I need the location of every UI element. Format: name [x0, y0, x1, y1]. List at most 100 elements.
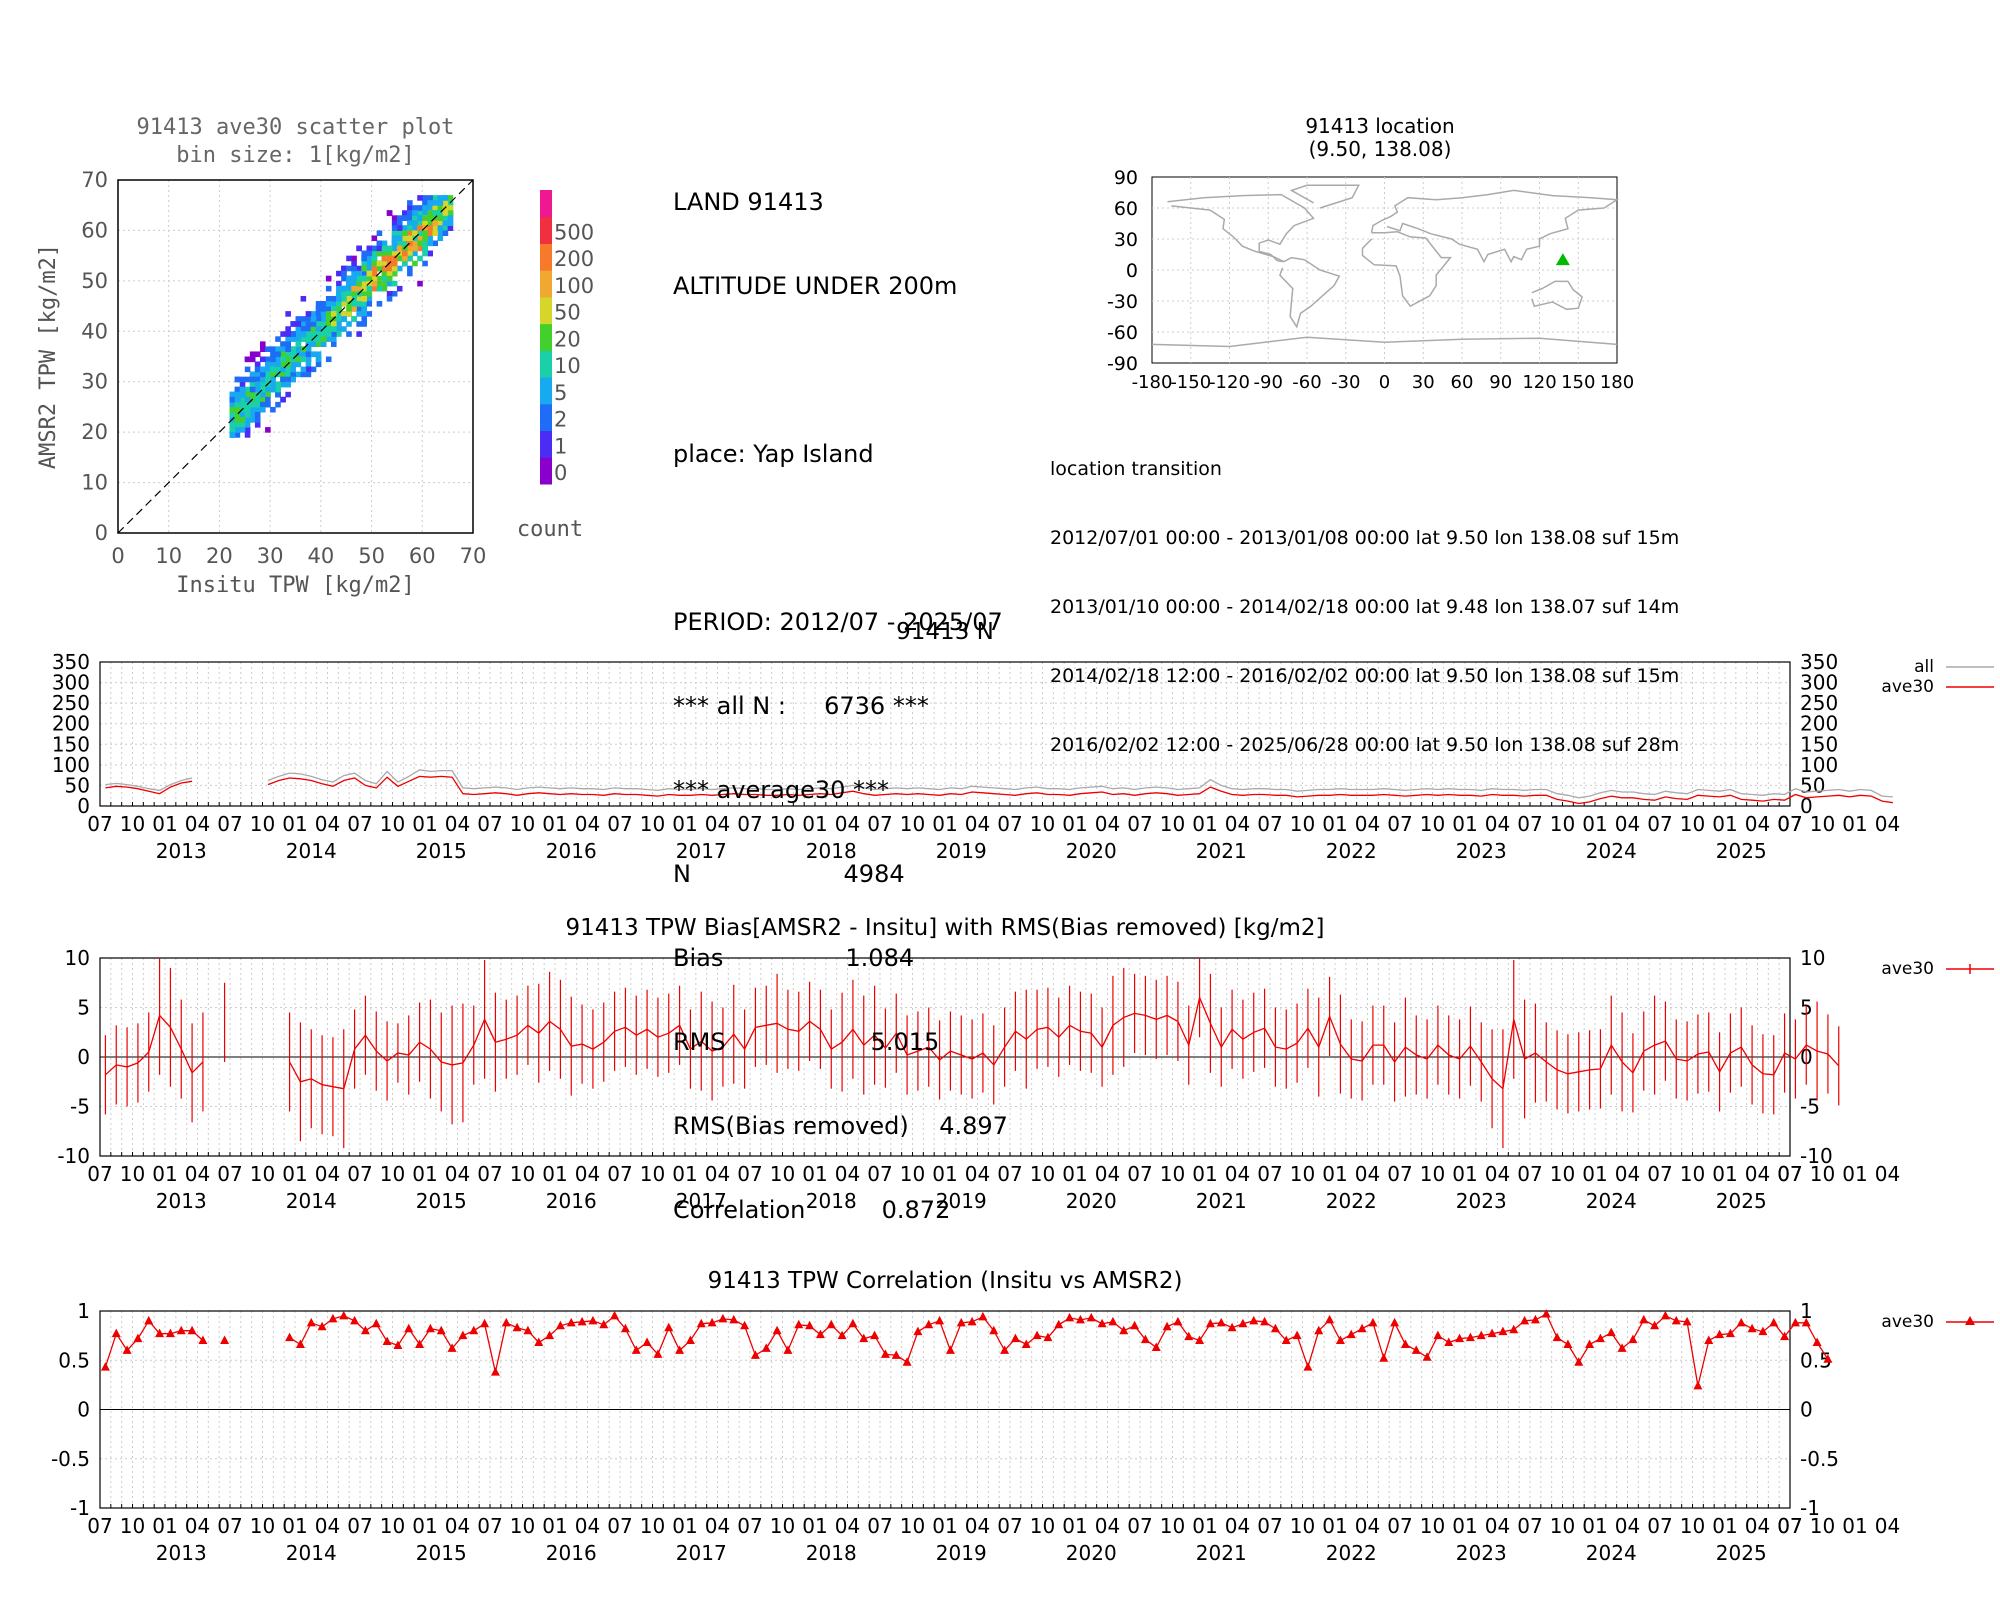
month-tick-label: 10 [1420, 1162, 1445, 1186]
scatter-bin [407, 230, 413, 236]
map-lon-tick-label: -60 [1292, 372, 1321, 393]
month-tick-label: 01 [1582, 1162, 1607, 1186]
scatter-bin [351, 260, 357, 267]
month-tick-label: 10 [900, 1162, 925, 1186]
correlation-point [1650, 1320, 1660, 1330]
scatter-bin [249, 386, 256, 393]
correlation-point [1715, 1329, 1725, 1339]
scatter-bin [417, 280, 423, 287]
year-tick-label: 2024 [1586, 1189, 1637, 1213]
scatter-bin [361, 280, 367, 287]
correlation-point [1400, 1339, 1410, 1348]
scatter-frame [117, 179, 474, 534]
correlation-point [1162, 1321, 1172, 1331]
map-coastline [1167, 193, 1315, 263]
info-line: *** all N : 6736 *** [673, 692, 929, 720]
scatter-bin [280, 341, 286, 347]
correlation-point [1563, 1339, 1573, 1348]
correlation-point [1216, 1317, 1226, 1327]
colorbar-swatch [540, 216, 552, 244]
scatter-bin [427, 210, 433, 216]
scatter-bin [275, 336, 281, 342]
month-tick-label: 07 [1647, 1162, 1672, 1186]
correlation-point [1184, 1331, 1194, 1341]
year-tick-label: 2025 [1716, 1541, 1767, 1565]
correlation-point [1671, 1315, 1681, 1325]
scatter-bin [265, 427, 271, 433]
scatter-bin [310, 311, 317, 317]
scatter-x-tick-label: 40 [307, 544, 334, 568]
map-lat-tick-label: -90 [1107, 353, 1138, 375]
colorbar-swatch [540, 243, 552, 271]
scatter-bin [442, 220, 449, 226]
year-tick-label: 2022 [1326, 1189, 1377, 1213]
scatter-bin [422, 245, 428, 252]
scatter-bin [432, 240, 438, 247]
map-lat-tick-label: -60 [1107, 322, 1138, 344]
correlation-point [1054, 1319, 1064, 1329]
correlation-point [1270, 1323, 1280, 1333]
scatter-bin [300, 351, 307, 358]
correlation-series-line [104, 1319, 204, 1368]
correlation-point [1346, 1329, 1356, 1339]
month-tick-label: 07 [1517, 1514, 1542, 1538]
scatter-bin [280, 381, 286, 388]
scatter-bin [239, 401, 246, 408]
y-tick-label: 300 [52, 671, 90, 695]
scatter-bin [346, 311, 352, 317]
year-tick-label: 2021 [1196, 1541, 1247, 1565]
correlation-point [393, 1340, 403, 1349]
scatter-bin [351, 270, 357, 277]
month-tick-label: 01 [672, 812, 697, 836]
scatter-bin [285, 366, 291, 373]
scatter-bin [280, 371, 286, 378]
correlation-point [794, 1319, 804, 1329]
month-tick-label: 04 [705, 1514, 730, 1538]
month-tick-label: 01 [1452, 812, 1477, 836]
scatter-bin [396, 265, 403, 272]
scatter-bin [325, 311, 332, 317]
correlation-point [653, 1349, 663, 1358]
month-tick-label: 10 [250, 1162, 275, 1186]
scatter-bin [260, 341, 266, 347]
scatter-bin [391, 245, 398, 252]
month-tick-label: 07 [347, 1162, 372, 1186]
correlation-point [566, 1317, 576, 1327]
year-tick-label: 2022 [1326, 1541, 1377, 1565]
month-tick-label: 10 [1290, 1162, 1315, 1186]
correlation-point [1704, 1335, 1714, 1345]
scatter-bin [254, 371, 261, 378]
scatter-bin [315, 321, 322, 327]
scatter-bin [300, 331, 307, 337]
scatter-bin [285, 381, 291, 388]
info-line [673, 356, 1008, 384]
transition-row: 2016/02/02 12:00 - 2025/06/28 00:00 lat … [1050, 734, 1680, 756]
scatter-bin [376, 275, 383, 282]
scatter-bin [290, 356, 296, 363]
scatter-bin [229, 422, 236, 428]
scatter-bin [244, 356, 251, 363]
scatter-y-tick-label: 20 [81, 420, 108, 444]
month-tick-label: 07 [867, 812, 892, 836]
scatter-bin [346, 290, 352, 297]
month-tick-label: 01 [1842, 1162, 1867, 1186]
correlation-point [577, 1316, 587, 1326]
correlation-point [176, 1325, 186, 1335]
month-tick-label: 04 [445, 1162, 470, 1186]
year-tick-label: 2013 [156, 1189, 207, 1213]
scatter-bin [356, 245, 362, 252]
info-line: place: Yap Island [673, 440, 874, 468]
month-tick-label: 01 [412, 1162, 437, 1186]
month-tick-label: 04 [575, 1514, 600, 1538]
scatter-bin [325, 321, 332, 327]
scatter-bin [290, 321, 296, 327]
month-tick-label: 01 [1322, 1162, 1347, 1186]
month-tick-label: 01 [1712, 1162, 1737, 1186]
scatter-bin [402, 240, 408, 247]
scatter-bin [265, 366, 271, 373]
correlation-point [1130, 1320, 1140, 1330]
correlation-point [1693, 1380, 1703, 1390]
month-tick-label: 10 [770, 1514, 795, 1538]
month-tick-label: 07 [477, 1514, 502, 1538]
year-tick-label: 2013 [156, 839, 207, 863]
